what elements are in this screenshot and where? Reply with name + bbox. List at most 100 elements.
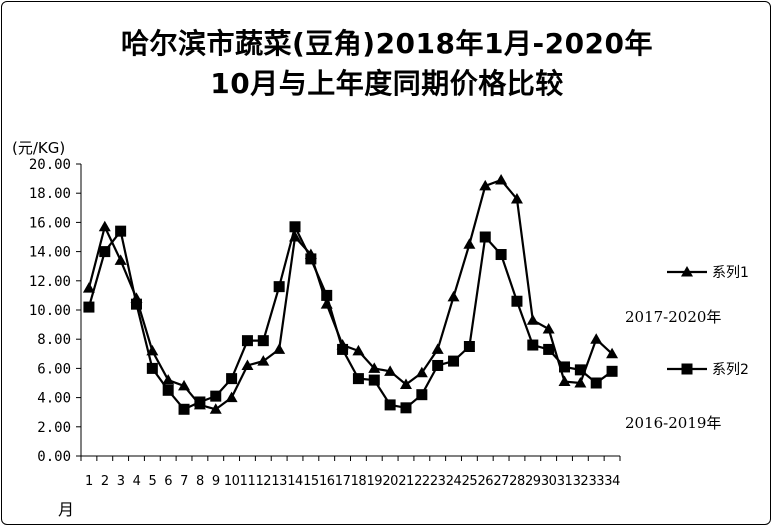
series1-point <box>241 359 254 370</box>
series1-point <box>114 254 127 265</box>
series2-period-note: 2016-2019年 <box>625 414 722 432</box>
x-tick-label: 30 <box>541 474 557 489</box>
series2-point <box>162 384 174 396</box>
series1-point <box>98 220 111 232</box>
series2-line <box>87 225 613 411</box>
series2-point <box>479 231 491 243</box>
x-tick-label: 25 <box>462 474 478 489</box>
series2-point <box>400 402 412 414</box>
series1-point <box>495 174 508 185</box>
series2-point <box>559 361 571 373</box>
series2-point <box>241 335 253 347</box>
series2-point <box>257 335 269 347</box>
x-tick-label: 28 <box>509 474 525 489</box>
series1-point <box>447 290 460 302</box>
x-tick-label: 10 <box>224 474 240 489</box>
series1-point <box>526 314 539 325</box>
x-tick-label: 33 <box>588 474 604 489</box>
x-tick-label: 18 <box>351 474 367 489</box>
series2-point <box>226 373 238 385</box>
series2-point <box>130 298 142 310</box>
legend-series1-label: 系列1 <box>712 265 749 281</box>
series1-point <box>399 378 412 389</box>
series1-point <box>225 391 238 403</box>
series1-point <box>542 322 555 334</box>
y-tick-label: 6.00 <box>37 361 71 377</box>
series2-point <box>432 359 444 371</box>
x-tick-label: 19 <box>367 474 383 489</box>
chart-title-line2: 10月与上年度同期价格比较 <box>210 67 564 100</box>
series1-point <box>590 333 603 344</box>
x-tick-label: 13 <box>271 474 287 489</box>
x-tick-label: 34 <box>604 474 620 489</box>
series2-point <box>83 301 95 313</box>
series1-point <box>162 374 175 385</box>
series1-point <box>415 366 428 378</box>
series1-line <box>87 178 613 411</box>
series2-point <box>146 362 158 374</box>
x-tick-label: 7 <box>180 474 188 489</box>
series2-point <box>463 341 475 352</box>
y-tick-label: 14.00 <box>29 245 71 261</box>
x-tick-label: 6 <box>164 474 172 489</box>
series2-point <box>527 339 539 351</box>
x-tick-label: 22 <box>414 474 430 489</box>
series2-point <box>606 365 618 377</box>
series1-point <box>178 379 191 391</box>
y-tick-label: 16.00 <box>29 215 71 231</box>
x-tick-label: 16 <box>319 474 335 489</box>
series2-point <box>495 249 507 261</box>
series1-point <box>479 179 492 191</box>
legend-series1-marker <box>681 266 693 277</box>
x-tick-label: 4 <box>133 474 141 489</box>
series2-point <box>352 373 364 385</box>
x-tick-label: 29 <box>525 474 541 489</box>
series2-point <box>99 246 111 258</box>
x-tick-label: 24 <box>446 474 462 489</box>
series2-point <box>448 355 460 367</box>
series1-point <box>352 344 365 356</box>
x-axis-label: 月 <box>58 500 75 519</box>
series2-point <box>416 389 428 401</box>
series2-point <box>337 343 349 355</box>
chart-title-line1: 哈尔滨市蔬菜(豆角)2018年1月-2020年 <box>120 27 654 60</box>
x-tick-label: 5 <box>148 474 156 489</box>
y-tick-label: 0.00 <box>37 449 71 465</box>
x-tick-label: 32 <box>573 474 589 489</box>
y-axis-label: (元/KG) <box>12 139 66 157</box>
series2-point <box>273 281 285 293</box>
y-tick-label: 12.00 <box>29 274 71 290</box>
series2-point <box>543 343 555 355</box>
y-tick-label: 10.00 <box>29 303 71 319</box>
series1-point <box>209 403 222 414</box>
x-tick-label: 20 <box>382 474 398 489</box>
series2-point <box>511 295 523 307</box>
x-tick-label: 26 <box>477 474 493 489</box>
x-tick-label: 15 <box>303 474 319 489</box>
series2-point <box>305 253 317 265</box>
series1-point <box>273 343 286 354</box>
series1-point <box>510 193 523 204</box>
y-tick-label: 4.00 <box>37 391 71 407</box>
series1-point <box>257 355 270 366</box>
y-tick-label: 18.00 <box>29 186 71 202</box>
series1-point <box>82 282 95 293</box>
x-tick-label: 12 <box>256 474 272 489</box>
legend-series2-label: 系列2 <box>712 362 749 378</box>
series1-point <box>368 362 381 373</box>
series2-point <box>384 399 396 411</box>
series2-point <box>368 374 380 386</box>
x-tick-label: 23 <box>430 474 446 489</box>
series1-point <box>574 377 587 388</box>
y-tick-label: 20.00 <box>29 157 71 173</box>
x-tick-label: 3 <box>117 474 125 489</box>
x-tick-label: 31 <box>557 474 573 489</box>
series1-point <box>606 347 619 359</box>
series1-point <box>558 375 571 387</box>
x-tick-label: 1 <box>85 474 93 489</box>
series1-point <box>463 238 476 249</box>
series2-point <box>194 396 206 408</box>
x-tick-label: 14 <box>287 474 303 489</box>
series2-point <box>590 377 602 389</box>
